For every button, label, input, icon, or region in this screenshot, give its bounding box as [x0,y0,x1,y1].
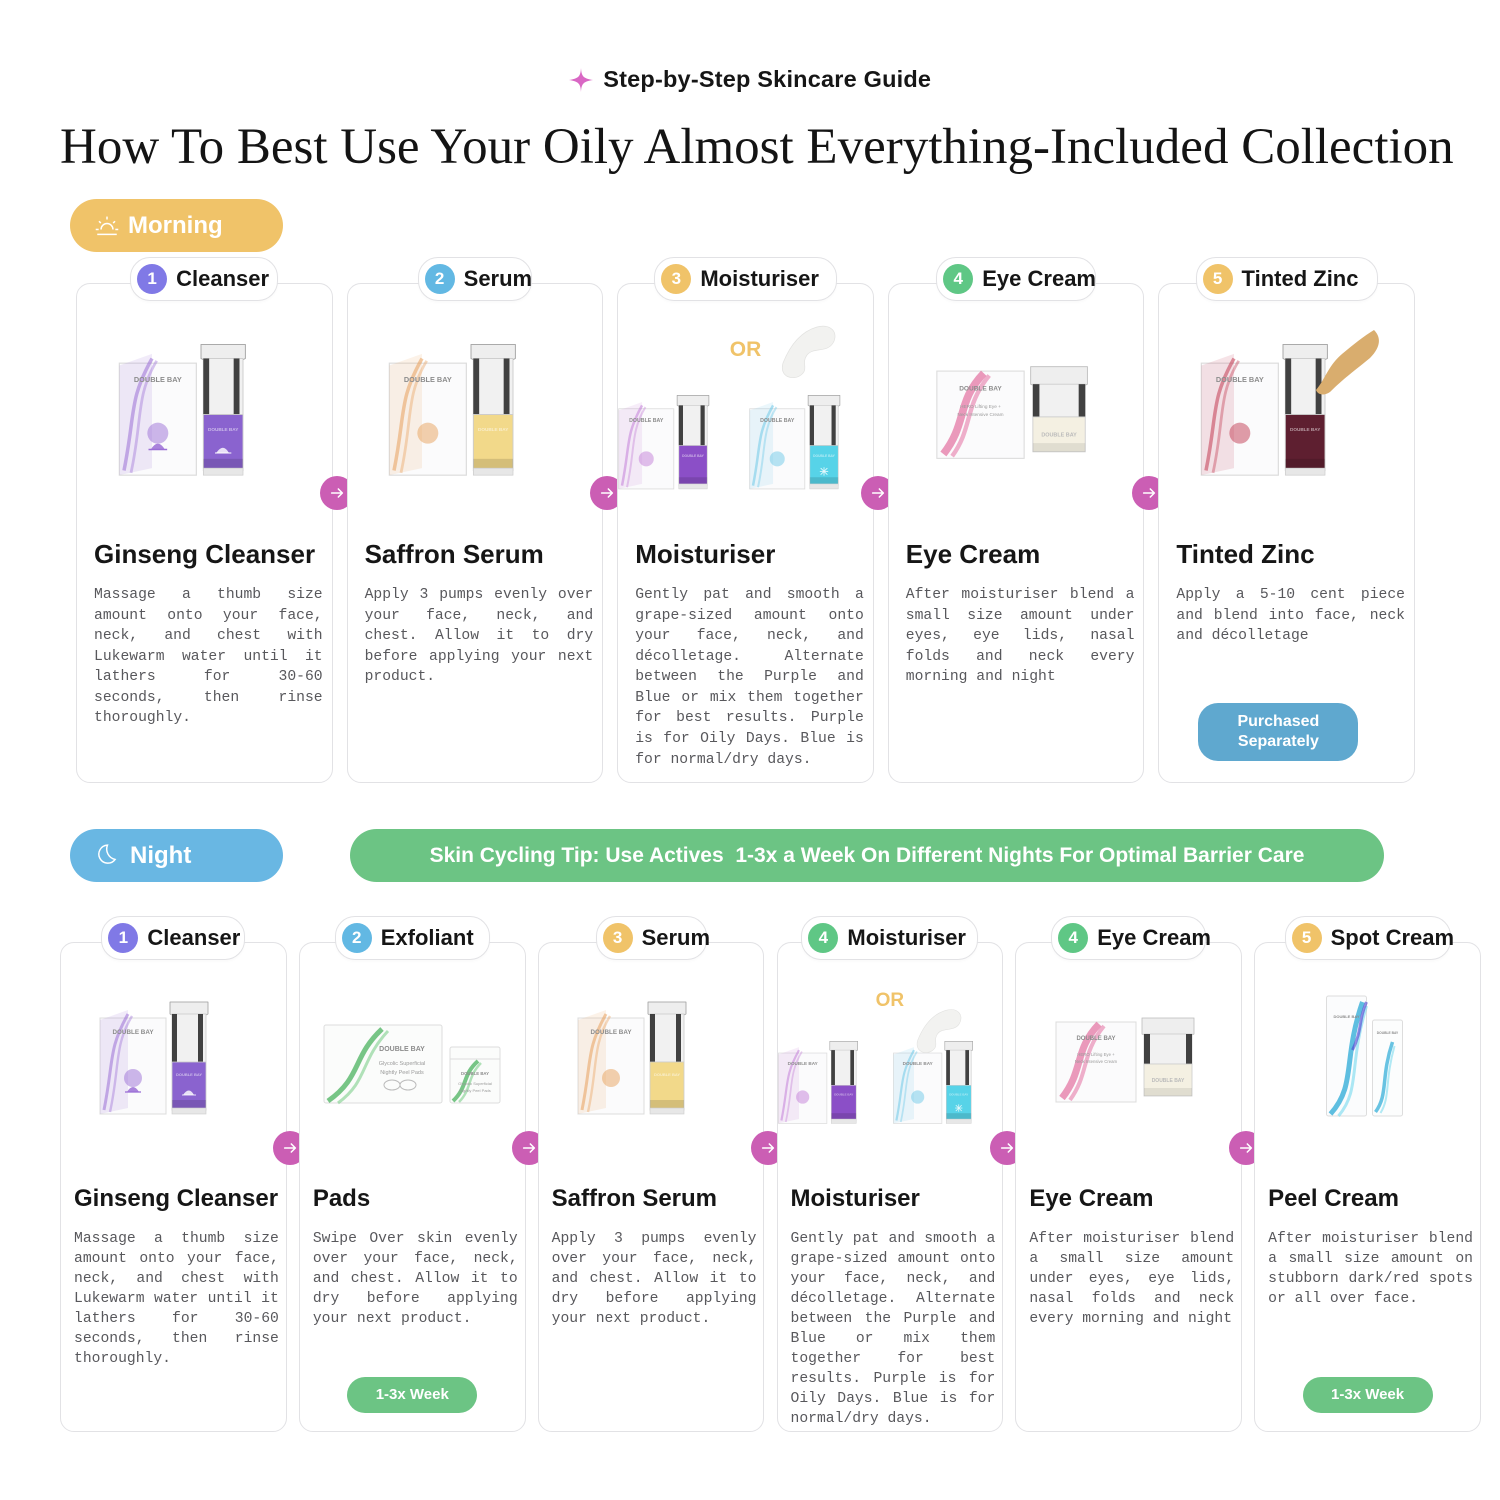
svg-text:DOUBLE BAY: DOUBLE BAY [814,454,836,458]
svg-text:Glycolic Superficial: Glycolic Superficial [458,1081,492,1086]
svg-text:DOUBLE BAY: DOUBLE BAY [1151,1078,1184,1084]
svg-text:Glycolic Superficial: Glycolic Superficial [379,1061,425,1067]
svg-text:DOUBLE BAY: DOUBLE BAY [1334,1014,1360,1019]
svg-text:DOUBLE BAY: DOUBLE BAY [761,418,796,424]
svg-text:DOUBLE BAY: DOUBLE BAY [629,418,664,424]
svg-text:DOUBLE BAY: DOUBLE BAY [682,454,704,458]
svg-text:DOUBLE BAY: DOUBLE BAY [1076,1036,1115,1042]
svg-text:Neck Intensive Cream: Neck Intensive Cream [957,412,1003,417]
svg-text:DOUBLE BAY: DOUBLE BAY [478,427,509,432]
svg-text:DOUBLE BAY: DOUBLE BAY [959,386,1002,393]
svg-text:DOUBLE BAY: DOUBLE BAY [591,1029,633,1036]
svg-text:DOUBLE BAY: DOUBLE BAY [788,1061,818,1066]
svg-text:DOUBLE BAY: DOUBLE BAY [208,427,239,432]
svg-text:DOUBLE BAY: DOUBLE BAY [113,1029,155,1036]
svg-text:DOUBLE BAY: DOUBLE BAY [461,1071,489,1076]
svg-text:DOUBLE BAY: DOUBLE BAY [654,1072,680,1077]
svg-text:DOUBLE BAY: DOUBLE BAY [835,1093,854,1097]
svg-text:DOUBLE BAY: DOUBLE BAY [1290,427,1321,432]
svg-text:HERO Lifting Eye +: HERO Lifting Eye + [1077,1052,1115,1057]
svg-text:DOUBLE BAY: DOUBLE BAY [1377,1031,1399,1035]
svg-text:DOUBLE BAY: DOUBLE BAY [379,1046,425,1053]
svg-text:HERO Lifting Eye +: HERO Lifting Eye + [960,404,1001,409]
svg-text:Nightly Peel Pads: Nightly Peel Pads [381,1070,425,1076]
svg-text:DOUBLE BAY: DOUBLE BAY [950,1093,969,1097]
svg-text:DOUBLE BAY: DOUBLE BAY [1041,433,1077,439]
svg-text:DOUBLE BAY: DOUBLE BAY [176,1072,202,1077]
svg-text:DOUBLE BAY: DOUBLE BAY [134,375,182,384]
svg-text:DOUBLE BAY: DOUBLE BAY [903,1061,933,1066]
svg-text:DOUBLE BAY: DOUBLE BAY [1216,375,1264,384]
svg-text:DOUBLE BAY: DOUBLE BAY [404,375,452,384]
svg-text:Neck Intensive Cream: Neck Intensive Cream [1075,1059,1118,1064]
svg-text:Nightly Peel Pads: Nightly Peel Pads [459,1088,491,1093]
